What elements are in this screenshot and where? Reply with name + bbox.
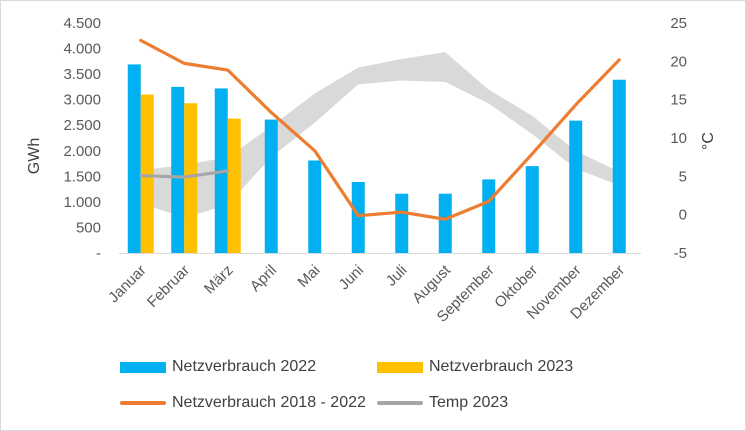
x-tick-label-april: April: [247, 262, 280, 295]
x-tick-label-juli: Juli: [383, 262, 411, 290]
legend-label-temp-2023: Temp 2023: [429, 394, 509, 411]
y-left-tick-label: -: [96, 245, 101, 262]
legend-swatch-netzverbrauch-2018-2022: [120, 401, 166, 405]
legend-swatch-temp-2023: [377, 401, 423, 405]
x-tick-label-mai: Mai: [294, 262, 323, 291]
x-tick-label-februar: Februar: [144, 262, 193, 311]
x-tick-label-maerz: März: [201, 262, 237, 298]
bar-netzverbrauch-2022-januar: [127, 64, 141, 254]
bar-netzverbrauch-2023-januar: [140, 94, 154, 253]
y-right-tick-label: 5: [679, 168, 687, 185]
bar-netzverbrauch-2022-mai: [308, 160, 322, 253]
y-axis-left-title: GWh: [26, 138, 43, 174]
bar-netzverbrauch-2022-oktober: [525, 166, 539, 253]
bar-netzverbrauch-2022-november: [569, 120, 583, 253]
y-left-tick-label: 3.000: [63, 92, 101, 109]
y-right-tick-label: 10: [670, 130, 687, 147]
y-right-tick-label: -5: [674, 245, 687, 262]
x-tick-label-januar: Januar: [105, 262, 149, 306]
y-right-tick-label: 25: [670, 15, 687, 32]
legend-item-netzverbrauch-2023: Netzverbrauch 2023: [377, 358, 573, 376]
legend-label-netzverbrauch-2022: Netzverbrauch 2022: [172, 358, 317, 375]
legend-swatch-netzverbrauch-2022: [120, 361, 166, 373]
bar-netzverbrauch-2022-april: [264, 119, 278, 253]
y-left-tick-label: 1.500: [63, 168, 101, 185]
bar-netzverbrauch-2022-juni: [351, 181, 365, 253]
line-netzverbrauch-2018-2022: [139, 38, 621, 221]
bar-netzverbrauch-2022-dezember: [612, 79, 626, 253]
y-left-tick-label: 3.500: [63, 66, 101, 83]
y-right-tick-label: 15: [670, 92, 687, 109]
bar-netzverbrauch-2022-september: [482, 179, 496, 253]
y-left-tick-label: 4.500: [63, 15, 101, 32]
bar-netzverbrauch-2022-juli: [395, 193, 409, 253]
y-left-tick-label: 500: [76, 219, 101, 236]
legend-swatch-netzverbrauch-2023: [377, 361, 423, 373]
bar-netzverbrauch-2022-februar: [171, 86, 185, 253]
y-right-tick-label: 0: [679, 207, 687, 224]
y-left-tick-label: 4.000: [63, 41, 101, 58]
legend-item-netzverbrauch-2022: Netzverbrauch 2022: [120, 358, 316, 376]
y-right-tick-label: 20: [670, 53, 687, 70]
bar-netzverbrauch-2022-august: [438, 193, 452, 253]
y-left-tick-label: 2.000: [63, 143, 101, 160]
x-tick-label-juni: Juni: [336, 262, 367, 293]
y-left-tick-label: 2.500: [63, 117, 101, 134]
legend-label-netzverbrauch-2018-2022: Netzverbrauch 2018 - 2022: [172, 394, 366, 411]
legend-label-netzverbrauch-2023: Netzverbrauch 2023: [429, 358, 574, 375]
legend-item-netzverbrauch-2018-2022: Netzverbrauch 2018 - 2022: [120, 394, 366, 412]
line-temp-2023: [139, 169, 230, 179]
y-axis-right-title: °C: [700, 132, 717, 150]
bar-netzverbrauch-2023-maerz: [227, 118, 241, 253]
y-left-tick-label: 1.000: [63, 194, 101, 211]
bar-netzverbrauch-2023-februar: [184, 103, 198, 253]
legend-item-temp-2023: Temp 2023: [377, 394, 508, 412]
